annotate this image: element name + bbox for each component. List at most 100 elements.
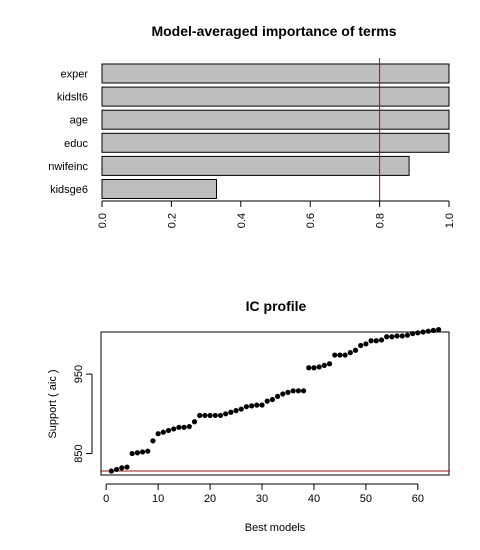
point-model-41: [316, 364, 322, 370]
point-model-51: [368, 338, 374, 344]
point-model-25: [233, 408, 239, 414]
point-model-53: [378, 337, 385, 343]
importance-category-labels: exper kidslt6 age educ nwifeinc kidsge6: [48, 69, 88, 197]
importance-x-axis: 0.0 0.2 0.4 0.6 0.8 1.0: [97, 200, 456, 228]
point-model-7: [139, 449, 146, 455]
point-model-15: [181, 424, 187, 430]
ic-x-tick-label: 0: [103, 493, 109, 505]
ic-x-tick-label: 50: [360, 493, 372, 505]
point-model-1: [108, 468, 114, 474]
point-model-63: [430, 327, 437, 334]
importance-bars: [101, 63, 450, 199]
bar-label-age: age: [70, 115, 88, 127]
point-model-2: [113, 466, 120, 473]
ic-profile-x-label: Best models: [245, 522, 306, 534]
ic-y-tick-label: 950: [73, 365, 85, 383]
bar-educ: [101, 132, 450, 153]
point-model-5: [129, 450, 135, 457]
ic-profile-y-label: Support ( aic ): [47, 369, 59, 438]
point-model-3: [119, 465, 125, 471]
point-model-12: [165, 427, 172, 434]
ic-x-tick-label: 60: [412, 493, 424, 505]
bar-label-exper: exper: [60, 69, 88, 81]
importance-tick-label: 1.0: [444, 213, 456, 228]
point-model-64: [436, 327, 442, 333]
importance-tick-label: 0.2: [166, 213, 178, 228]
point-model-46: [342, 352, 348, 358]
bar-label-kidsge6: kidsge6: [50, 184, 88, 196]
ic-profile-x-axis: 0 10 20 30 40 50 60: [103, 483, 424, 505]
ic-profile-y-axis: 850 950: [73, 365, 93, 463]
bar-age: [101, 109, 450, 130]
point-model-56: [394, 333, 400, 339]
point-model-4: [124, 464, 130, 470]
point-model-17: [191, 419, 198, 425]
point-model-38: [300, 388, 307, 394]
point-model-9: [150, 438, 156, 444]
point-model-47: [347, 350, 353, 356]
bar-label-educ: educ: [64, 138, 88, 150]
point-model-20: [207, 412, 213, 419]
point-model-29: [254, 402, 260, 408]
point-model-55: [389, 334, 395, 340]
bar-nwifeinc: [101, 155, 410, 176]
importance-tick-label: 0.8: [375, 213, 387, 228]
point-model-58: [404, 332, 411, 338]
point-model-50: [363, 341, 369, 347]
point-model-18: [197, 412, 203, 419]
point-model-33: [274, 393, 281, 399]
point-model-57: [399, 333, 405, 339]
point-model-14: [176, 424, 182, 430]
point-model-45: [337, 352, 343, 358]
point-model-35: [285, 389, 291, 395]
importance-chart-title: Model-averaged importance of terms: [151, 23, 396, 39]
importance-tick-label: 0.0: [97, 213, 109, 228]
point-model-22: [217, 412, 224, 419]
point-model-44: [332, 352, 338, 358]
point-model-62: [425, 328, 431, 334]
point-model-49: [358, 342, 364, 349]
point-model-40: [311, 365, 317, 371]
point-model-24: [228, 409, 234, 415]
point-model-39: [306, 365, 312, 371]
point-model-61: [420, 329, 426, 335]
bar-exper: [101, 63, 450, 84]
point-model-10: [155, 431, 161, 437]
point-model-54: [384, 334, 390, 340]
point-model-19: [202, 412, 208, 419]
ic-profile-points: [108, 327, 442, 474]
bar-label-kidslt6: kidslt6: [57, 92, 88, 104]
point-model-60: [415, 330, 421, 336]
bar-kidsge6: [101, 179, 218, 199]
point-model-48: [352, 347, 359, 353]
ic-profile-title: IC profile: [246, 298, 307, 314]
bar-label-nwifeinc: nwifeinc: [48, 161, 88, 173]
point-model-23: [223, 411, 229, 417]
point-model-21: [212, 412, 218, 419]
point-model-28: [249, 403, 255, 409]
point-model-42: [321, 362, 327, 368]
importance-tick-label: 0.6: [305, 213, 317, 228]
point-model-27: [243, 404, 250, 410]
point-model-52: [373, 338, 379, 344]
point-model-13: [171, 426, 177, 432]
ic-x-tick-label: 20: [204, 493, 216, 505]
point-model-32: [269, 396, 276, 403]
ic-profile-chart: IC profile 0 10 20 30 40 50 60 850 950 Best mod…: [47, 298, 450, 534]
bar-kidslt6: [101, 86, 450, 107]
ic-x-tick-label: 10: [152, 493, 164, 505]
importance-tick-label: 0.4: [236, 213, 248, 228]
point-model-31: [264, 398, 270, 404]
point-model-8: [145, 448, 151, 454]
point-model-36: [290, 388, 296, 394]
ic-profile-plot-box: [100, 331, 450, 476]
point-model-34: [280, 391, 286, 397]
ic-x-tick-label: 40: [308, 493, 320, 505]
ic-x-tick-label: 30: [256, 493, 268, 505]
point-model-30: [259, 402, 265, 408]
point-model-59: [410, 330, 416, 337]
point-model-11: [160, 429, 166, 435]
point-model-6: [134, 450, 140, 456]
ic-y-tick-label: 850: [73, 444, 85, 462]
point-model-43: [326, 361, 333, 367]
